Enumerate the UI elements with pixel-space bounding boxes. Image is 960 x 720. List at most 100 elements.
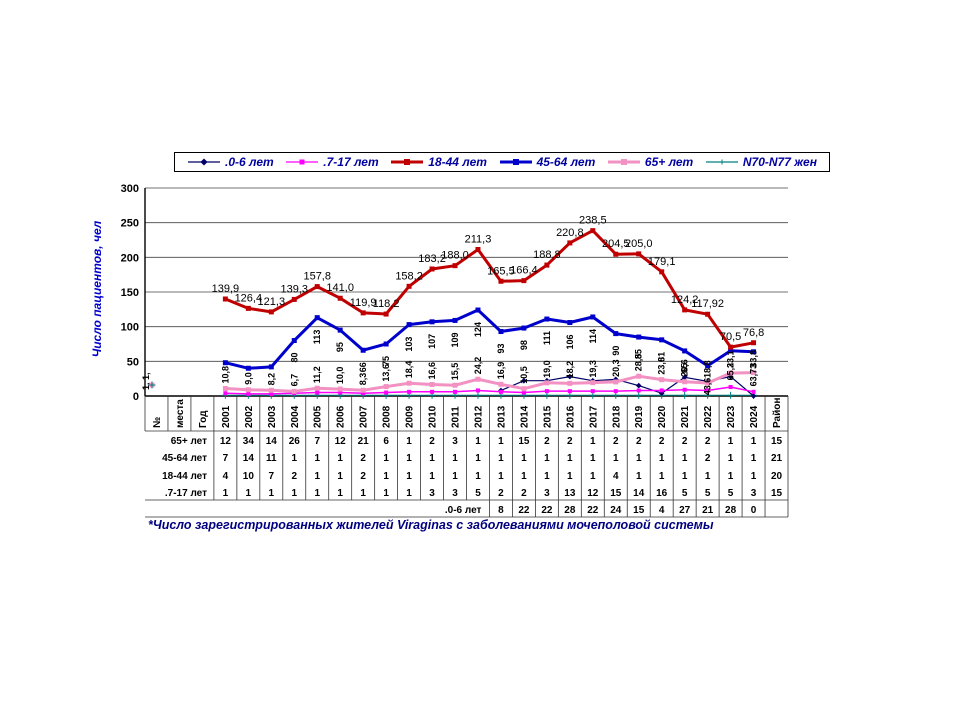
table-cell: 21 — [771, 453, 783, 464]
table-cell: 1 — [475, 471, 481, 482]
table-cell: 4 — [223, 471, 229, 482]
table-cell: 5 — [682, 488, 688, 499]
table-cell: 3 — [429, 488, 435, 499]
table-cell: 24 — [610, 505, 622, 516]
legend-item-label: 45-64 лет — [536, 155, 596, 169]
table-cell: 2 — [613, 436, 619, 447]
data-label: 18,8 — [703, 360, 713, 378]
left-annotation: 1, 1, — [141, 372, 156, 390]
table-row-label: 45-64 лет — [162, 453, 207, 464]
data-label: 75 — [381, 356, 391, 366]
table-cell: 15 — [518, 436, 530, 447]
data-label: 109 — [450, 332, 460, 347]
legend-swatch-plus — [705, 159, 738, 165]
x-axis-labels: № места Год 2001 2002 2003 2004 2005 2006 2007 200… — [144, 396, 789, 431]
chart-footnote: *Число зарегистрированных жителей Viragi… — [148, 518, 714, 532]
table-cell: 1 — [544, 471, 550, 482]
series-18-44- — [222, 228, 757, 350]
table-cell: 1 — [337, 453, 343, 464]
table-cell: 1 — [636, 453, 642, 464]
data-label: 33,8 — [749, 350, 759, 368]
svg-text:2023: 2023 — [726, 405, 737, 428]
data-label: 113 — [312, 330, 322, 345]
svg-text:2014: 2014 — [519, 405, 530, 428]
table-cell: 6 — [383, 436, 389, 447]
legend-swatch-square — [391, 159, 424, 165]
svg-text:Год: Год — [198, 410, 209, 428]
series--7-17- — [223, 384, 756, 396]
table-cell: 0 — [751, 505, 757, 516]
legend-item: 65+ лет — [607, 155, 693, 169]
table-cell: 1 — [521, 471, 527, 482]
y-axis-tick-labels: 0 50 100 150 200 250 300 — [121, 183, 139, 403]
legend-swatch-square — [607, 159, 640, 165]
table-cell: 1 — [360, 488, 366, 499]
table-cell: 1 — [223, 488, 229, 499]
table-cell: 1 — [567, 453, 573, 464]
table-cell: 1 — [728, 436, 734, 447]
table-cell: 2 — [705, 436, 711, 447]
data-label: 10,0 — [335, 367, 345, 385]
table-cell: 2 — [498, 488, 504, 499]
data-label: 238,5 — [579, 215, 607, 227]
table-cell: 3 — [452, 488, 458, 499]
svg-text:2022: 2022 — [703, 405, 714, 428]
series-45-64- — [222, 307, 757, 371]
table-cell: 15 — [610, 488, 622, 499]
table-cell: 3 — [751, 488, 757, 499]
data-label: 63,73 — [749, 364, 759, 387]
svg-text:2015: 2015 — [542, 405, 553, 428]
svg-text:2017: 2017 — [588, 405, 599, 428]
legend-item-label: 18-44 лет — [428, 155, 487, 169]
data-label: 65 — [680, 363, 690, 373]
data-label: 107 — [427, 334, 437, 349]
data-label: 23,6 — [657, 357, 667, 375]
data-label: 66 — [358, 362, 368, 372]
data-label: 98 — [519, 340, 529, 350]
data-label: 188,8 — [533, 249, 561, 261]
table-cell: 1 — [567, 471, 573, 482]
svg-text:2007: 2007 — [359, 405, 370, 428]
table-cell: 2 — [544, 436, 550, 447]
table-cell: 15 — [633, 505, 645, 516]
table-cell: 16 — [656, 488, 668, 499]
table-cell: 3 — [544, 488, 550, 499]
data-label: 124 — [473, 322, 483, 337]
data-label: 165,5 — [487, 265, 515, 277]
svg-text:2004: 2004 — [290, 405, 301, 428]
data-label: 111 — [542, 331, 552, 345]
data-label: 76,8 — [743, 327, 764, 339]
table-cell: 1 — [705, 471, 711, 482]
svg-text:2010: 2010 — [428, 405, 439, 428]
svg-text:места: места — [175, 399, 186, 428]
table-cell: 2 — [291, 471, 297, 482]
data-label: 118,2 — [373, 298, 400, 310]
table-cell: 13 — [564, 488, 576, 499]
svg-text:2006: 2006 — [336, 405, 347, 428]
data-label: 6,7 — [289, 374, 299, 387]
table-cell: 1 — [452, 471, 458, 482]
svg-text:200: 200 — [121, 252, 139, 264]
legend-item: 18-44 лет — [390, 155, 487, 169]
table-cell: 2 — [567, 436, 573, 447]
svg-text:2003: 2003 — [267, 405, 278, 428]
legend-item-label: .0-6 лет — [225, 155, 274, 169]
table-cell: 1 — [613, 453, 619, 464]
data-label: 188,0 — [441, 250, 469, 262]
data-label: 16,9 — [496, 362, 506, 380]
data-label: 18,2 — [565, 361, 575, 379]
data-label: 16,6 — [427, 362, 437, 380]
data-label: 43,6 — [703, 378, 713, 396]
svg-text:№: № — [152, 417, 163, 428]
svg-text:2009: 2009 — [405, 405, 416, 428]
table-cell: 10 — [243, 471, 255, 482]
table-cell: 14 — [633, 488, 645, 499]
table-cell: 20 — [771, 471, 783, 482]
table-row-label: 18-44 лет — [162, 471, 207, 482]
table-cell: 2 — [636, 436, 642, 447]
table-cell: 1 — [475, 436, 481, 447]
svg-text:2021: 2021 — [680, 405, 691, 428]
svg-text:2002: 2002 — [244, 405, 255, 428]
